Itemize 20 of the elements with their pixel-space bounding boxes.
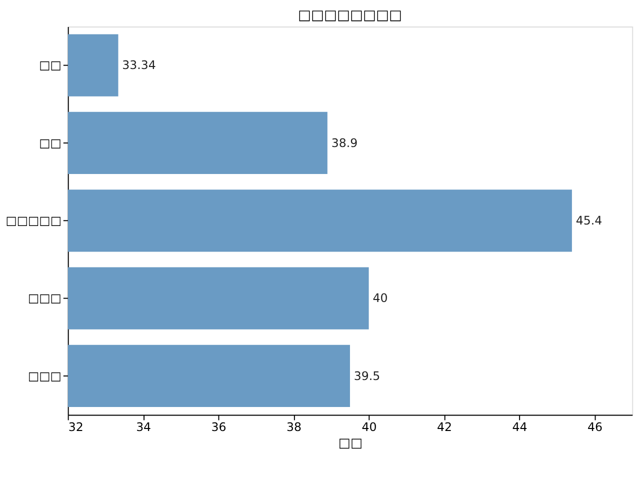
y-tick-label: □□ <box>39 136 62 150</box>
x-tick-label: 32 <box>68 420 84 434</box>
data-label: 38.9 <box>331 136 358 150</box>
x-tick-label: 36 <box>211 420 226 434</box>
data-label: 45.4 <box>576 214 602 228</box>
chart-title: □□□□□□□□ <box>298 8 402 24</box>
x-axis-title: □□ <box>338 436 363 451</box>
y-tick-label: □□□□□ <box>6 214 62 228</box>
x-tick-label: 38 <box>286 420 302 434</box>
y-tick-label: □□□ <box>28 368 62 383</box>
x-tick-label: 42 <box>437 420 452 434</box>
data-label: 40 <box>372 291 388 306</box>
x-tick-label: 44 <box>512 420 528 434</box>
x-tick-label: 34 <box>136 420 152 434</box>
y-tick-label: □□□ <box>28 291 62 306</box>
data-label: 39.5 <box>354 368 380 383</box>
x-tick-label: 46 <box>588 420 603 434</box>
data-label: 33.34 <box>122 58 156 72</box>
x-tick-label: 40 <box>362 420 377 434</box>
y-tick-label: □□ <box>39 58 62 72</box>
